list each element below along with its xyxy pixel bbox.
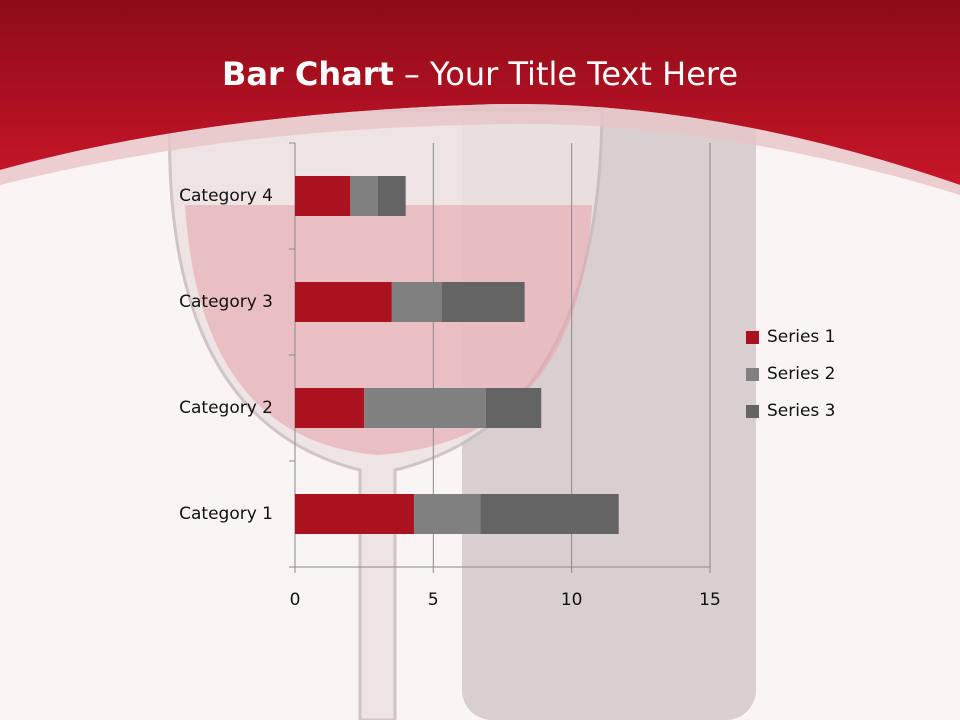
legend-label: Series 2: [767, 364, 836, 384]
bar-segment: [295, 282, 392, 322]
bar-segment: [413, 494, 481, 534]
bar-segment: [441, 282, 525, 322]
x-tick-label: 0: [290, 590, 301, 610]
bar-segment: [364, 388, 486, 428]
bar-segment: [295, 388, 365, 428]
bar-segment: [480, 494, 619, 534]
y-tick-label: Category 2: [179, 398, 273, 418]
bar-segment: [378, 176, 406, 216]
bar-segment: [295, 494, 414, 534]
bar-segment: [350, 176, 378, 216]
title-bold: Bar Chart: [222, 55, 394, 93]
legend-label: Series 3: [767, 401, 836, 421]
header-band: [0, 0, 960, 185]
bar-segment: [391, 282, 442, 322]
y-tick-label: Category 1: [179, 504, 273, 524]
legend-swatch: [746, 368, 759, 381]
slide-title: Bar Chart – Your Title Text Here: [222, 55, 738, 93]
header-swoosh: [0, 104, 960, 195]
bar-segment: [485, 388, 542, 428]
legend-swatch: [746, 405, 759, 418]
x-tick-label: 10: [561, 590, 583, 610]
legend-swatch: [746, 331, 759, 344]
legend-label: Series 1: [767, 327, 836, 347]
chart: 0 5 10 15 Category 1 Category 2 Category 3 Cate…: [179, 142, 836, 610]
x-tick-label: 5: [428, 590, 439, 610]
x-tick-label: 15: [699, 590, 721, 610]
bar-segment: [295, 176, 351, 216]
title-rest: – Your Title Text Here: [404, 55, 738, 93]
y-tick-label: Category 3: [179, 292, 273, 312]
y-tick-label: Category 4: [179, 186, 273, 206]
